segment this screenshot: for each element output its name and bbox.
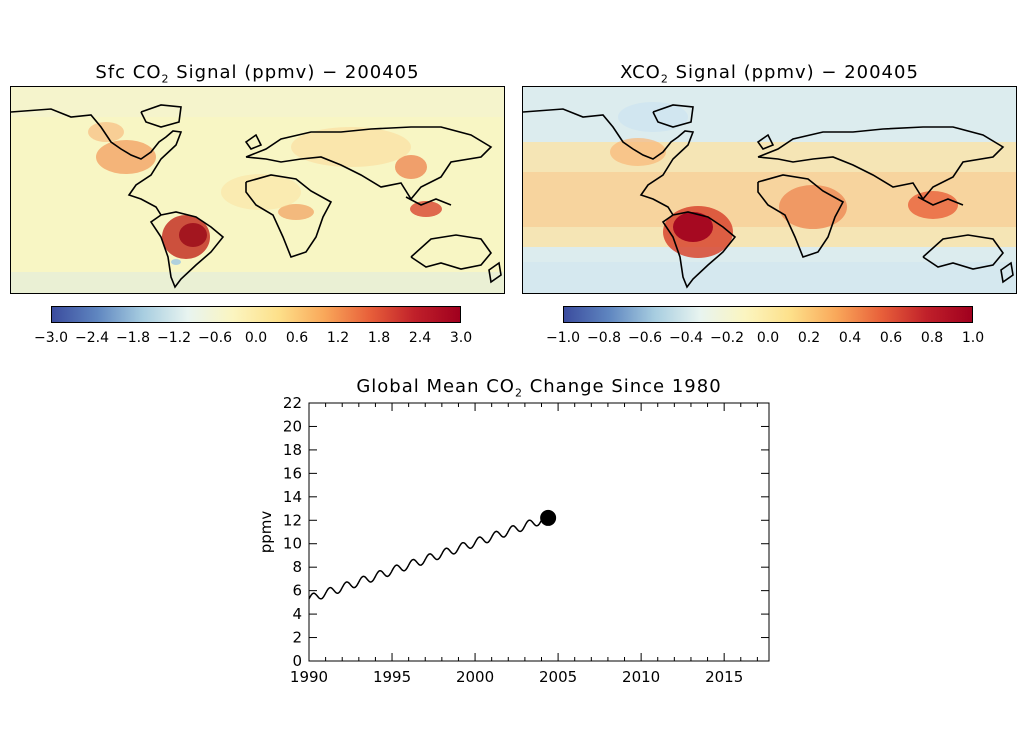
colorbar-tick-label: 1.2 xyxy=(326,330,350,346)
sfc-panel-title: Sfc CO2 Signal (ppmv) − 200405 xyxy=(95,62,420,86)
colorbar-tick-label: −0.8 xyxy=(587,330,621,346)
colorbar-tick-label: −0.6 xyxy=(198,330,232,346)
sfc-colorbar xyxy=(51,306,461,323)
y-tick-label: 8 xyxy=(292,558,302,576)
xco2-signal-map xyxy=(522,86,1017,294)
colorbar-tick-label: −0.2 xyxy=(710,330,744,346)
x-tick-label: 1990 xyxy=(290,668,328,686)
current-value-marker xyxy=(540,509,557,526)
y-tick-label: 18 xyxy=(283,441,302,459)
y-axis-label: ppmv xyxy=(257,511,275,554)
colorbar-tick-label: 1.0 xyxy=(961,330,985,346)
y-tick-label: 20 xyxy=(283,417,302,435)
colorbar-tick-label: 3.0 xyxy=(449,330,473,346)
colorbar-tick-label: −2.4 xyxy=(75,330,109,346)
y-tick-label: 6 xyxy=(292,582,302,600)
xco2-panel-title: XCO2 Signal (ppmv) − 200405 xyxy=(620,62,919,86)
y-tick-label: 22 xyxy=(283,394,302,412)
co2-series-line xyxy=(308,513,549,600)
colorbar-tick-label: 0.4 xyxy=(838,330,862,346)
colorbar-tick-label: −0.6 xyxy=(628,330,662,346)
y-tick-label: 4 xyxy=(292,605,302,623)
sfc-signal-map xyxy=(10,86,505,294)
plot-frame xyxy=(308,402,770,662)
x-tick-label: 2000 xyxy=(456,668,494,686)
colorbar-tick-label: 0.2 xyxy=(797,330,821,346)
y-tick-label: 14 xyxy=(283,488,302,506)
y-tick-label: 16 xyxy=(283,464,302,482)
y-tick-label: 0 xyxy=(292,652,302,670)
x-tick-label: 1995 xyxy=(373,668,411,686)
colorbar-tick-label: 0.0 xyxy=(244,330,268,346)
x-tick-label: 2010 xyxy=(622,668,660,686)
colorbar-tick-label: −0.4 xyxy=(669,330,703,346)
y-tick-label: 12 xyxy=(283,511,302,529)
colorbar-tick-label: −1.0 xyxy=(546,330,580,346)
colorbar-tick-label: −1.2 xyxy=(157,330,191,346)
y-tick-label: 10 xyxy=(283,535,302,553)
xco2-colorbar xyxy=(563,306,973,323)
colorbar-tick-label: 0.6 xyxy=(879,330,903,346)
colorbar-tick-label: 2.4 xyxy=(408,330,432,346)
colorbar-tick-label: 1.8 xyxy=(367,330,391,346)
colorbar-tick-label: 0.6 xyxy=(285,330,309,346)
timeseries-title: Global Mean CO2 Change Since 1980 xyxy=(356,376,722,400)
x-tick-label: 2005 xyxy=(539,668,577,686)
colorbar-tick-label: −3.0 xyxy=(34,330,68,346)
x-tick-label: 2015 xyxy=(705,668,743,686)
colorbar-tick-label: 0.0 xyxy=(756,330,780,346)
colorbar-tick-label: 0.8 xyxy=(920,330,944,346)
colorbar-tick-label: −1.8 xyxy=(116,330,150,346)
y-tick-label: 2 xyxy=(292,629,302,647)
